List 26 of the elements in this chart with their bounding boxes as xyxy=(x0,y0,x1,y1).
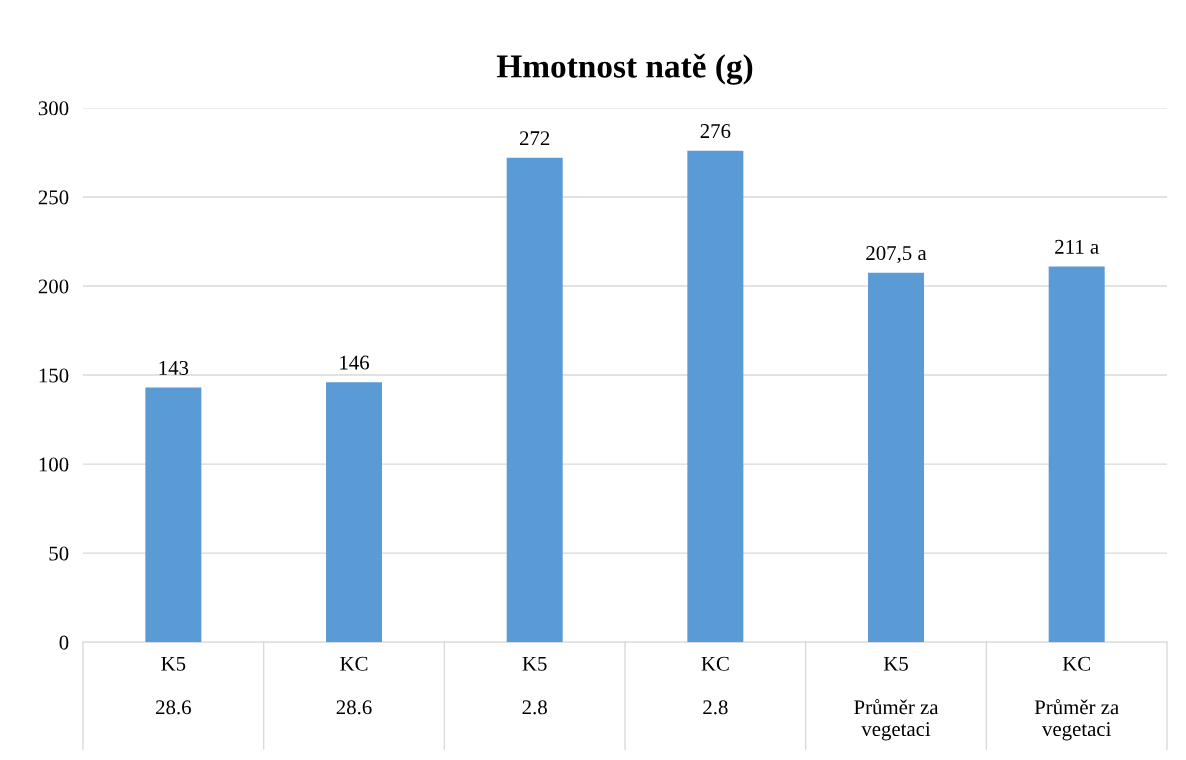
data-label: 146 xyxy=(340,355,370,370)
category-label: K5 Průměr za vegetaci xyxy=(854,656,939,741)
category-label: K5 28.6 xyxy=(156,656,191,715)
data-label: 276 xyxy=(700,124,731,139)
y-tick-label: 0 xyxy=(59,635,69,650)
category-label: KC Průměr za vegetaci xyxy=(1034,656,1119,741)
y-tick-label: 150 xyxy=(39,368,69,383)
bar xyxy=(868,272,925,643)
bar xyxy=(326,382,383,643)
y-tick-label: 100 xyxy=(39,457,69,472)
y-tick-label: 200 xyxy=(38,279,69,294)
chart-title: Hmotnost natě (g) xyxy=(496,53,753,85)
data-label: 143 xyxy=(159,360,189,375)
data-label: 207,5 a xyxy=(866,246,927,264)
bar xyxy=(506,157,563,643)
data-label: 211 a xyxy=(1055,239,1099,254)
y-tick-label: 250 xyxy=(38,190,69,205)
bar xyxy=(687,150,744,643)
y-tick-label: 50 xyxy=(49,546,69,561)
category-label: KC 28.6 xyxy=(336,656,372,715)
category-label: K5 2.8 xyxy=(522,656,547,715)
data-label: 272 xyxy=(519,131,550,146)
category-label: KC 2.8 xyxy=(701,656,729,715)
y-tick-label: 300 xyxy=(38,101,69,116)
bar xyxy=(145,387,202,643)
bar xyxy=(1048,266,1105,643)
